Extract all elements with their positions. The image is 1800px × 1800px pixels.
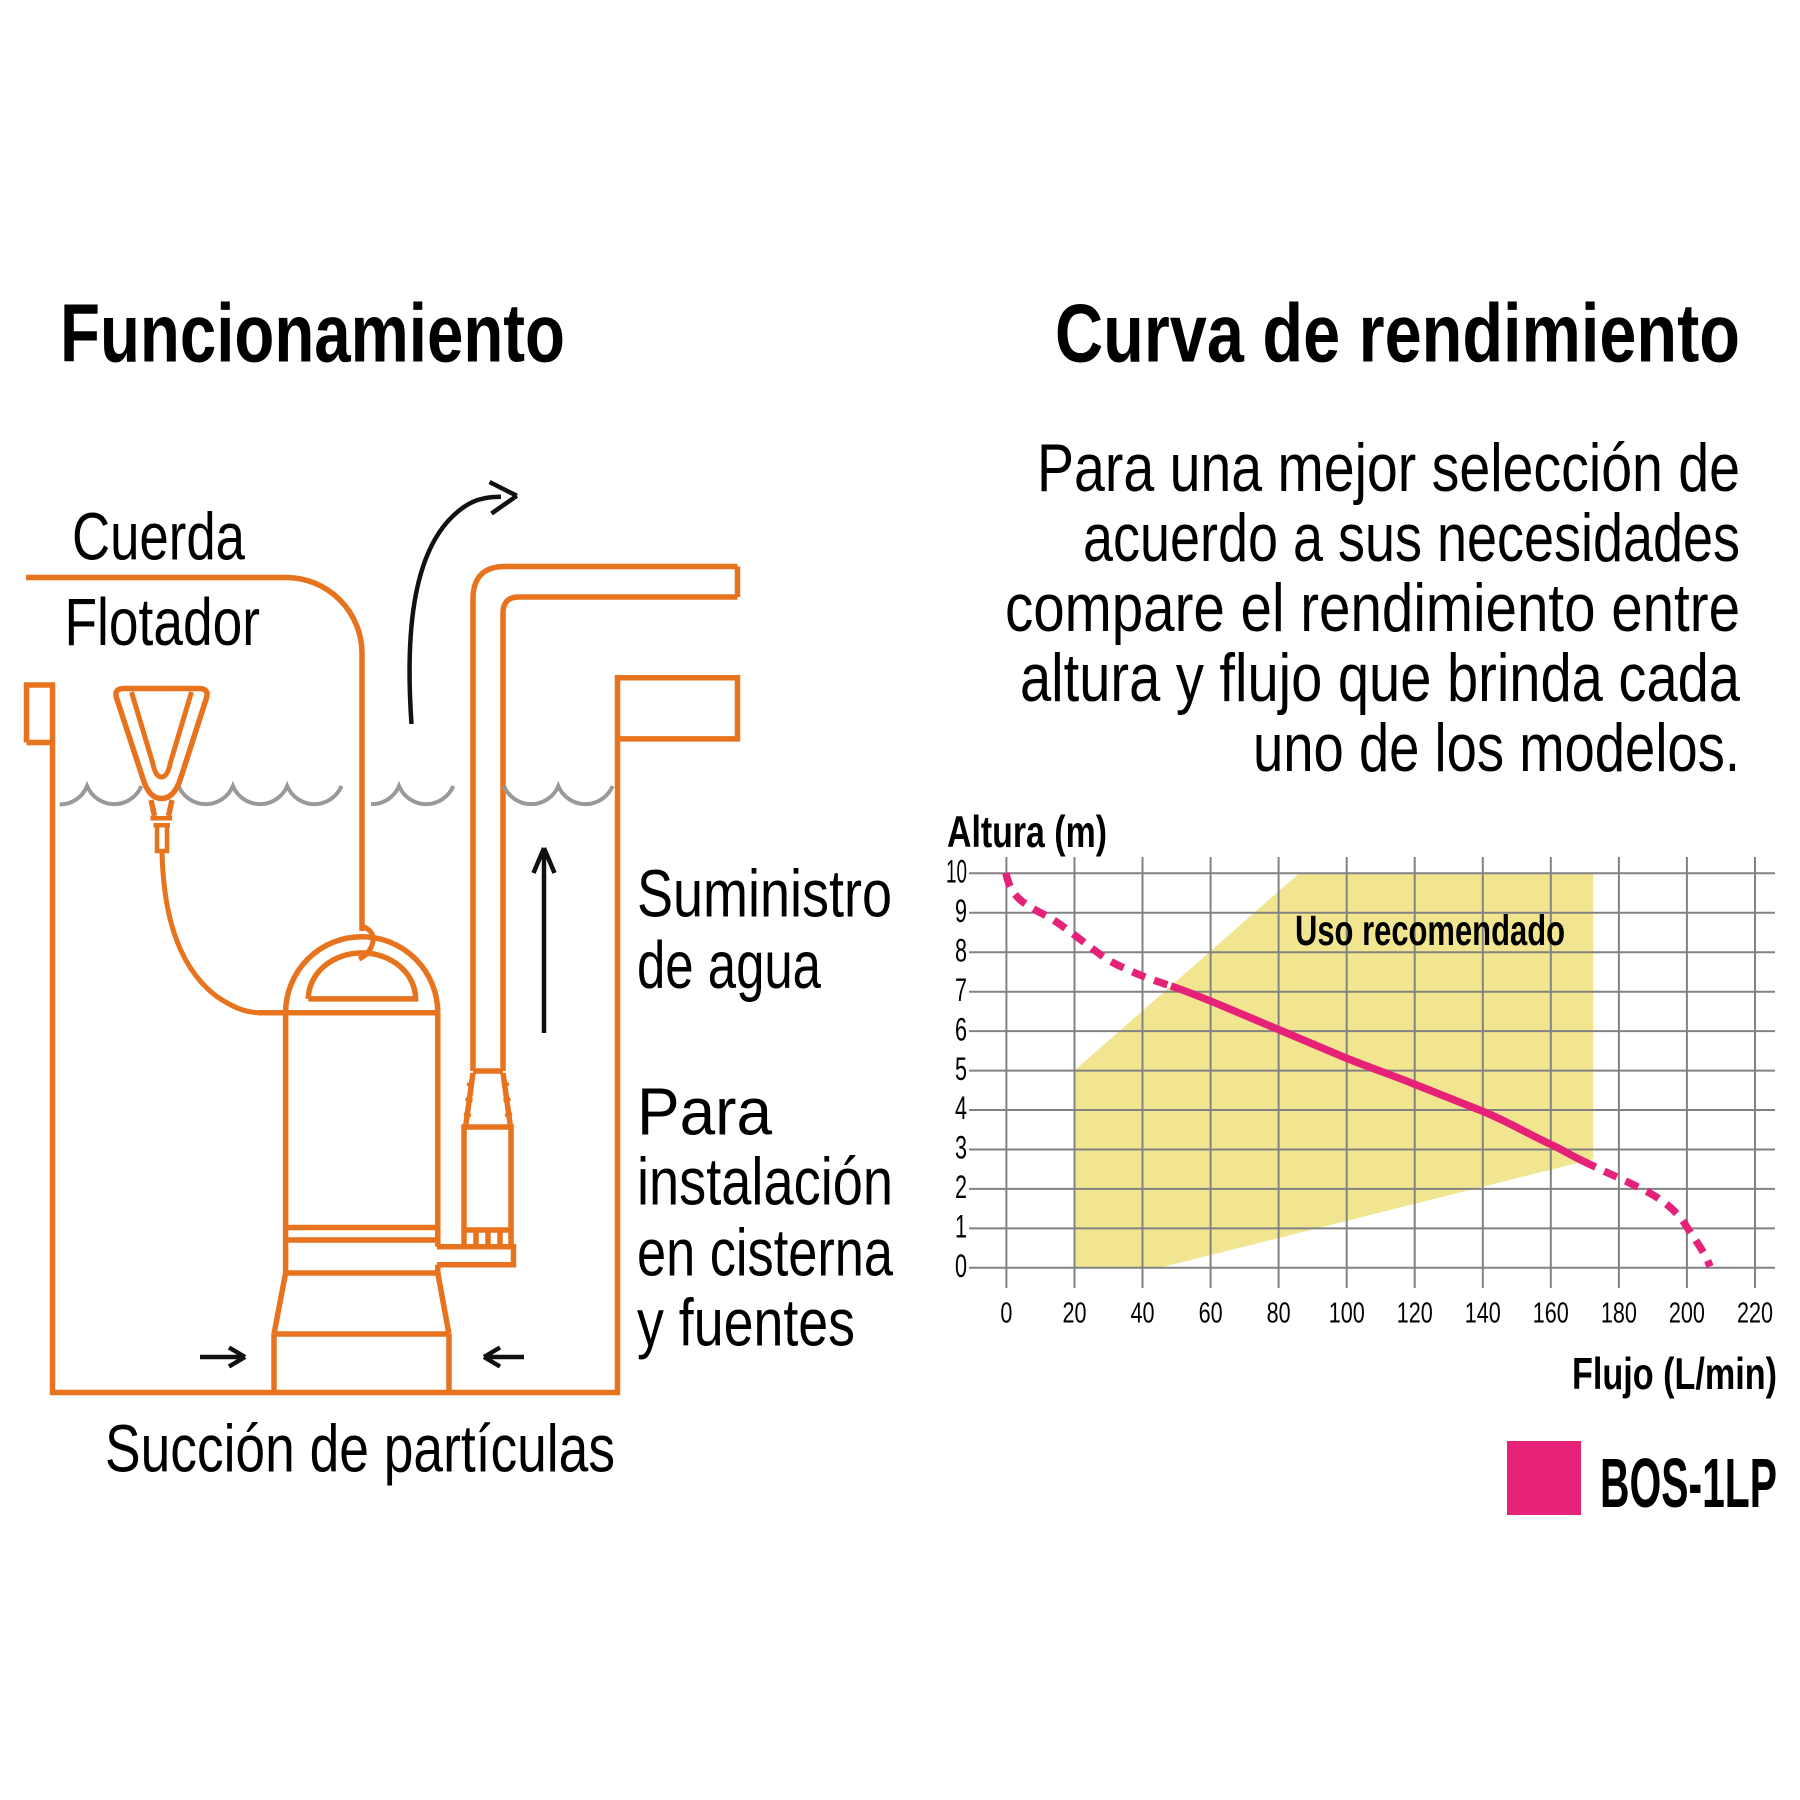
svg-text:60: 60 bbox=[1199, 1298, 1223, 1330]
svg-text:Suministro: Suministro bbox=[637, 858, 892, 932]
svg-text:Succión de partículas: Succión de partículas bbox=[105, 1413, 615, 1487]
svg-text:de agua: de agua bbox=[637, 929, 821, 1003]
svg-text:Altura (m): Altura (m) bbox=[947, 808, 1107, 857]
svg-text:Para: Para bbox=[637, 1076, 772, 1150]
svg-text:Flujo (L/min): Flujo (L/min) bbox=[1572, 1350, 1777, 1399]
svg-text:acuerdo a sus necesidades: acuerdo a sus necesidades bbox=[1083, 500, 1740, 576]
svg-text:Funcionamiento: Funcionamiento bbox=[60, 287, 565, 380]
svg-text:compare el rendimiento entre: compare el rendimiento entre bbox=[1005, 570, 1740, 646]
svg-text:40: 40 bbox=[1131, 1298, 1155, 1330]
svg-text:uno de los modelos.: uno de los modelos. bbox=[1253, 710, 1740, 786]
svg-text:4: 4 bbox=[955, 1090, 967, 1126]
svg-text:100: 100 bbox=[1329, 1298, 1365, 1330]
svg-text:220: 220 bbox=[1737, 1298, 1773, 1330]
svg-text:1: 1 bbox=[955, 1209, 967, 1245]
svg-text:10: 10 bbox=[946, 854, 967, 890]
svg-text:80: 80 bbox=[1267, 1298, 1291, 1330]
svg-text:Uso recomendado: Uso recomendado bbox=[1295, 907, 1565, 955]
svg-text:en cisterna: en cisterna bbox=[637, 1217, 893, 1291]
svg-text:7: 7 bbox=[955, 972, 967, 1008]
svg-text:200: 200 bbox=[1669, 1298, 1705, 1330]
svg-text:Para una mejor selección de: Para una mejor selección de bbox=[1037, 430, 1740, 506]
svg-text:y fuentes: y fuentes bbox=[637, 1287, 855, 1361]
svg-text:8: 8 bbox=[955, 932, 967, 968]
svg-text:Flotador: Flotador bbox=[65, 586, 261, 660]
svg-text:Curva de rendimiento: Curva de rendimiento bbox=[1055, 287, 1740, 380]
svg-text:3: 3 bbox=[955, 1130, 967, 1166]
svg-text:0: 0 bbox=[955, 1248, 967, 1284]
svg-text:140: 140 bbox=[1465, 1298, 1501, 1330]
svg-text:altura y flujo que brinda cada: altura y flujo que brinda cada bbox=[1020, 640, 1740, 716]
svg-text:180: 180 bbox=[1601, 1298, 1637, 1330]
svg-text:9: 9 bbox=[955, 893, 967, 929]
svg-text:BOS-1LP: BOS-1LP bbox=[1600, 1444, 1777, 1522]
svg-text:instalación: instalación bbox=[637, 1146, 893, 1220]
svg-text:20: 20 bbox=[1063, 1298, 1087, 1330]
svg-text:160: 160 bbox=[1533, 1298, 1569, 1330]
svg-text:Cuerda: Cuerda bbox=[72, 501, 245, 575]
svg-text:5: 5 bbox=[955, 1051, 967, 1087]
svg-text:2: 2 bbox=[955, 1169, 967, 1205]
svg-text:120: 120 bbox=[1397, 1298, 1433, 1330]
svg-text:6: 6 bbox=[955, 1011, 967, 1047]
svg-text:0: 0 bbox=[1000, 1298, 1012, 1330]
